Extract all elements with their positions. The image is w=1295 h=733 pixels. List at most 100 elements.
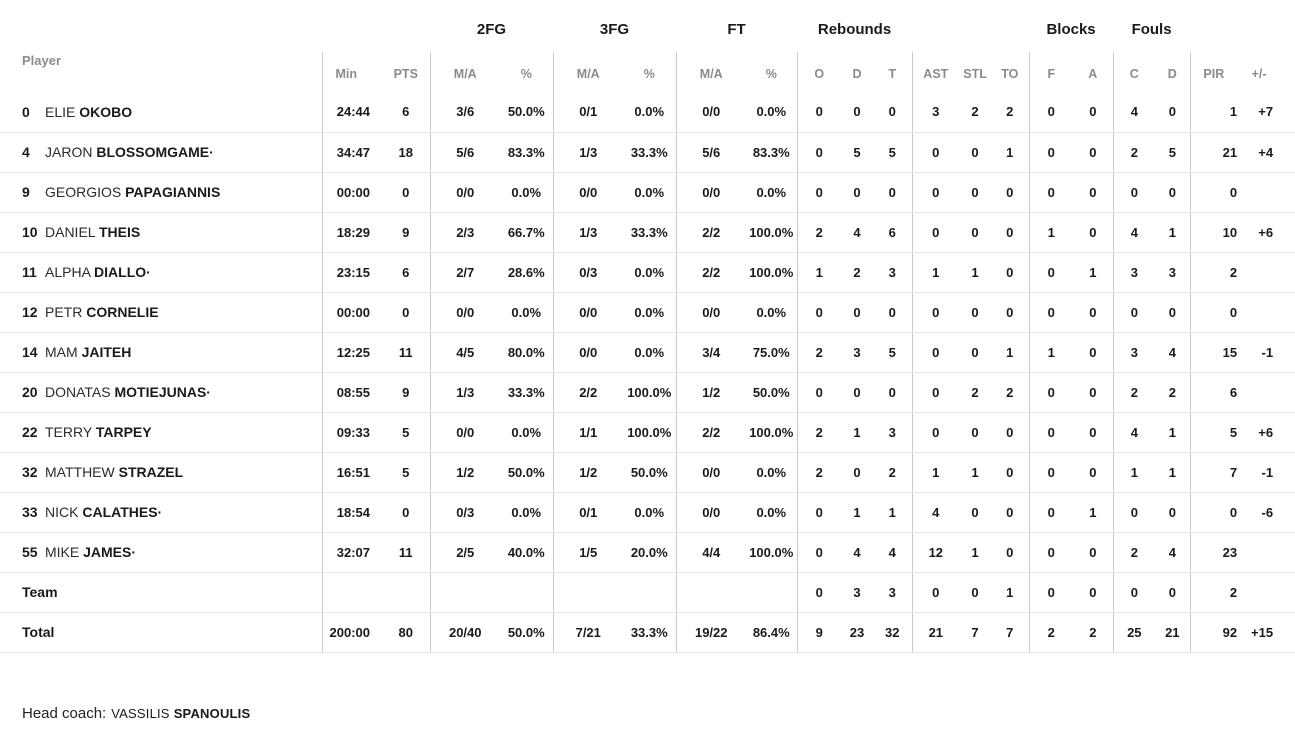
stat-cell-foul_c: 3 <box>1112 252 1156 293</box>
col-header-ft-ma: M/A <box>675 52 746 92</box>
player-last-name: PAPAGIANNIS <box>125 184 221 200</box>
player-name-cell[interactable]: 55 MIKE JAMES· <box>0 532 322 573</box>
stat-cell-pts: 6 <box>382 92 430 133</box>
stat-cell-foul_c: 3 <box>1112 332 1156 373</box>
player-row: 20 DONATAS MOTIEJUNAS· 08:55 9 1/3 33.3% 2/2 10… <box>0 372 1295 413</box>
stat-cell-min: 200:00 <box>321 612 382 653</box>
stat-cell-foul_d: 4 <box>1155 332 1191 373</box>
stat-cell-foul_d: 2 <box>1155 372 1191 413</box>
player-name-cell[interactable]: 33 NICK CALATHES· <box>0 492 322 533</box>
row-label: Total <box>22 624 55 640</box>
group-spacer-minpts <box>322 0 430 52</box>
player-name-cell[interactable]: 4 JARON BLOSSOMGAME· <box>0 132 322 173</box>
stat-cell-fg2_pct: 66.7% <box>500 212 553 253</box>
player-name-cell[interactable]: 11 ALPHA DIALLO· <box>0 252 322 293</box>
group-spacer-pir <box>1190 0 1295 52</box>
starter-dot: · <box>146 264 151 280</box>
stat-cell-ft_pct: 50.0% <box>746 372 798 413</box>
player-name-cell[interactable]: 14 MAM JAITEH <box>0 332 322 373</box>
stat-cell-fg3_ma: 0/3 <box>552 252 623 293</box>
stat-cell-fg3_ma: 2/2 <box>552 372 623 413</box>
stat-cell-fg3_pct: 50.0% <box>623 452 676 493</box>
stat-cell-pts: 6 <box>382 252 430 293</box>
stat-cell-plusminus <box>1245 532 1295 573</box>
stat-cell-fg2_ma: 0/3 <box>429 492 500 533</box>
col-header-blk-f: F <box>1028 52 1074 92</box>
stat-cell-blk_a: 0 <box>1073 132 1114 173</box>
stat-cell-ft_ma: 0/0 <box>675 492 746 533</box>
stat-cell-blk_a: 0 <box>1073 332 1114 373</box>
stat-cell-ft_ma: 2/2 <box>675 252 746 293</box>
player-name-cell[interactable]: 32 MATTHEW STRAZEL <box>0 452 322 493</box>
stat-cell-reb_o: 9 <box>796 612 842 653</box>
stat-cell-reb_t: 1 <box>873 492 913 533</box>
player-name-cell[interactable]: 10 DANIEL THEIS <box>0 212 322 253</box>
stat-cell-reb_d: 1 <box>841 412 874 453</box>
player-name-cell[interactable]: 22 TERRY TARPEY <box>0 412 322 453</box>
stat-cell-foul_d: 1 <box>1155 212 1191 253</box>
stat-cell-ft_pct: 75.0% <box>746 332 798 373</box>
stat-cell-ast: 21 <box>911 612 960 653</box>
col-header-player: Player <box>22 53 62 68</box>
stat-cell-stl: 0 <box>959 492 992 533</box>
head-coach-last-name: SPANOULIS <box>173 705 251 721</box>
player-name-cell[interactable]: 12 PETR CORNELIE <box>0 292 322 333</box>
stat-cell-fg3_pct: 100.0% <box>623 412 676 453</box>
stat-cell-fg2_ma: 1/3 <box>429 372 500 413</box>
player-row: 9 GEORGIOS PAPAGIANNIS 00:00 0 0/0 0.0% 0/0 0.0… <box>0 172 1295 213</box>
stat-cell-reb_d: 2 <box>841 252 874 293</box>
group-header-rebounds: Rebounds <box>817 21 892 38</box>
player-first-name: ALPHA <box>45 264 95 280</box>
stat-cell-ast: 0 <box>911 132 960 173</box>
player-name-cell[interactable]: 9 GEORGIOS PAPAGIANNIS <box>0 172 322 213</box>
stat-cell-pir: 0 <box>1189 492 1246 533</box>
col-header-pir: PIR <box>1189 52 1246 92</box>
stat-cell-foul_d: 1 <box>1155 412 1191 453</box>
stat-cell-fg3_ma: 1/2 <box>552 452 623 493</box>
stat-cell-plusminus: +4 <box>1245 132 1295 173</box>
stat-cell-to: 0 <box>991 212 1030 253</box>
stat-cell-stl: 2 <box>959 92 992 133</box>
stat-cell-min: 16:51 <box>321 452 382 493</box>
starter-dot: · <box>209 144 214 160</box>
stat-cell-reb_o: 0 <box>796 372 842 413</box>
stat-cell-pir: 2 <box>1189 572 1246 613</box>
stat-cell-ft_pct: 0.0% <box>746 172 798 213</box>
stat-cell-fg3_pct <box>623 572 676 613</box>
stat-cell-to: 0 <box>991 252 1030 293</box>
stat-cell-fg2_ma <box>429 572 500 613</box>
stat-cell-min: 08:55 <box>321 372 382 413</box>
player-row: 10 DANIEL THEIS 18:29 9 2/3 66.7% 1/3 33.3% 2/2 1… <box>0 212 1295 253</box>
stat-cell-reb_t: 0 <box>873 372 913 413</box>
stat-cell-min: 00:00 <box>321 292 382 333</box>
stat-cell-reb_t: 5 <box>873 132 913 173</box>
col-header-3fg-pct: % <box>643 67 655 81</box>
col-header-reb-o: O <box>796 52 842 92</box>
stat-cell-reb_o: 2 <box>796 452 842 493</box>
stat-cell-fg2_ma: 1/2 <box>429 452 500 493</box>
stat-cell-pts: 0 <box>382 492 430 533</box>
stat-cell-stl: 0 <box>959 132 992 173</box>
player-name-cell[interactable]: 0 ELIE OKOBO <box>0 92 322 133</box>
stat-cell-plusminus: -1 <box>1245 452 1295 493</box>
stat-cell-pir: 23 <box>1189 532 1246 573</box>
stat-cell-min: 09:33 <box>321 412 382 453</box>
player-first-name: ELIE <box>45 103 80 120</box>
col-header-min: Min <box>321 52 382 92</box>
team-row: Team 0 3 3 0 0 1 0 0 0 0 2 <box>0 572 1295 613</box>
stat-cell-reb_t: 2 <box>873 452 913 493</box>
stat-cell-reb_o: 0 <box>796 292 842 333</box>
stat-cell-min: 24:44 <box>321 92 382 133</box>
stat-cell-fg2_pct: 28.6% <box>500 252 553 293</box>
stat-cell-to: 0 <box>991 292 1030 333</box>
player-last-name: JAMES <box>83 544 132 560</box>
stat-cell-ast: 0 <box>911 372 960 413</box>
player-row: 0 ELIE OKOBO 24:44 6 3/6 50.0% 0/1 0.0% 0/0 0.0% 0… <box>0 92 1295 133</box>
stat-cell-blk_f: 0 <box>1028 292 1074 333</box>
stat-cell-ft_pct: 100.0% <box>746 252 798 293</box>
player-name-cell[interactable]: 20 DONATAS MOTIEJUNAS· <box>0 372 322 413</box>
stat-cell-plusminus: -1 <box>1245 332 1295 373</box>
stat-cell-pir: 92 <box>1189 612 1246 653</box>
stat-cell-blk_f: 0 <box>1028 412 1074 453</box>
stat-cell-reb_d: 0 <box>841 372 874 413</box>
